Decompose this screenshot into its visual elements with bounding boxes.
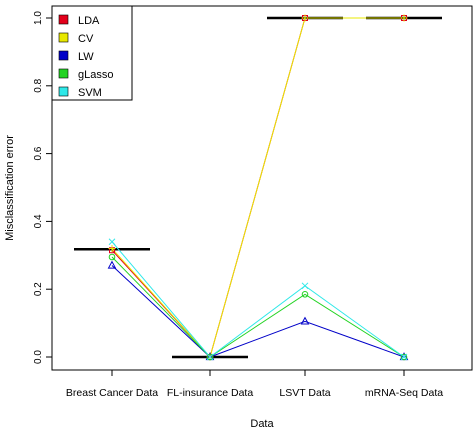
legend-label-svm: SVM xyxy=(78,87,102,99)
data-point xyxy=(400,353,408,361)
y-tick-label: 0.0 xyxy=(33,350,44,364)
data-point xyxy=(108,245,116,253)
data-point-stroke xyxy=(400,353,408,361)
x-tick-label: FL-insurance Data xyxy=(167,387,254,399)
data-point xyxy=(400,14,408,22)
series-line-lw xyxy=(111,265,405,358)
x-tick-label: Breast Cancer Data xyxy=(66,387,158,399)
legend-swatch-lda xyxy=(58,14,69,25)
x-tick-label: mRNA-Seq Data xyxy=(365,387,443,399)
legend-swatch-cv xyxy=(58,32,69,43)
data-point-stroke xyxy=(206,353,214,361)
data-point-stroke xyxy=(108,238,116,246)
data-point xyxy=(107,260,117,269)
data-point xyxy=(400,353,408,361)
data-point xyxy=(206,353,214,361)
data-point xyxy=(206,353,214,361)
legend-label-lw: LW xyxy=(78,51,94,63)
legend-label-lda: LDA xyxy=(78,15,100,27)
series-line-glasso xyxy=(111,256,405,358)
y-tick-label: 0.4 xyxy=(33,214,44,228)
legend-items: LDA CV LW gLasso SVM xyxy=(58,14,113,99)
series-lines xyxy=(111,17,405,359)
data-point xyxy=(301,290,309,298)
data-point xyxy=(108,253,116,261)
y-tick-label: 0.8 xyxy=(33,78,44,92)
legend: LDA CV LW gLasso SVM xyxy=(51,5,133,101)
data-point xyxy=(301,282,309,290)
legend-label-glasso: gLasso xyxy=(78,69,113,81)
series-line-svm xyxy=(111,241,405,358)
y-axis-title: Misclassification error xyxy=(4,135,16,241)
y-tick-label: 0.6 xyxy=(33,146,44,160)
y-tick-label: 1.0 xyxy=(33,11,44,25)
x-axis-title: Data xyxy=(250,418,274,430)
legend-label-cv: CV xyxy=(78,33,94,45)
series-line-cv xyxy=(111,17,404,359)
data-point xyxy=(300,316,310,325)
data-point xyxy=(108,238,116,246)
legend-swatch-svm xyxy=(58,86,69,97)
series-points xyxy=(107,14,409,361)
legend-swatch-glasso xyxy=(58,68,69,79)
data-point xyxy=(301,14,309,22)
y-axis: 0.0 0.2 0.4 0.6 0.8 1.0 xyxy=(33,11,52,364)
legend-swatch-lw xyxy=(58,50,69,61)
data-point-stroke xyxy=(301,282,309,290)
x-tick-label: LSVT Data xyxy=(279,387,330,399)
plot-frame xyxy=(51,5,473,371)
x-axis: Breast Cancer Data FL-insurance Data LSVT … xyxy=(66,370,443,399)
y-tick-label: 0.2 xyxy=(33,282,44,296)
